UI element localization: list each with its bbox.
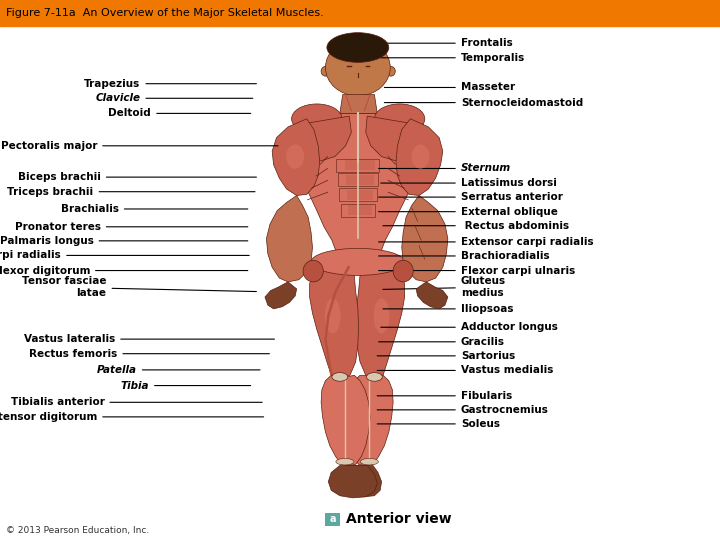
Text: Anterior view: Anterior view xyxy=(346,512,451,526)
Text: Rectus femoris: Rectus femoris xyxy=(29,349,269,359)
Bar xyxy=(347,190,373,200)
Bar xyxy=(346,175,374,185)
Ellipse shape xyxy=(393,260,413,282)
Polygon shape xyxy=(328,465,377,498)
Polygon shape xyxy=(265,282,297,309)
Polygon shape xyxy=(356,265,405,378)
Text: Pectoralis major: Pectoralis major xyxy=(1,141,278,151)
Ellipse shape xyxy=(374,298,390,333)
Text: Flexor digitorum: Flexor digitorum xyxy=(0,266,248,275)
Text: Trapezius: Trapezius xyxy=(84,79,256,89)
Ellipse shape xyxy=(387,66,395,76)
Bar xyxy=(339,188,377,201)
Text: Serratus anterior: Serratus anterior xyxy=(379,192,562,202)
Ellipse shape xyxy=(303,260,323,282)
Text: Gluteus
medius: Gluteus medius xyxy=(383,276,506,298)
Text: © 2013 Pearson Education, Inc.: © 2013 Pearson Education, Inc. xyxy=(6,525,149,535)
Text: External oblique: External oblique xyxy=(379,207,558,217)
Text: Gastrocnemius: Gastrocnemius xyxy=(377,405,549,415)
Text: Masseter: Masseter xyxy=(384,83,515,92)
Text: Extensor digitorum: Extensor digitorum xyxy=(0,412,264,422)
Ellipse shape xyxy=(366,373,382,381)
Ellipse shape xyxy=(361,458,379,465)
Text: Vastus medialis: Vastus medialis xyxy=(377,366,553,375)
Ellipse shape xyxy=(311,248,405,275)
Text: Sartorius: Sartorius xyxy=(377,351,515,361)
Text: Soleus: Soleus xyxy=(377,419,500,429)
Text: Tibia: Tibia xyxy=(120,381,251,390)
Ellipse shape xyxy=(332,373,348,381)
Ellipse shape xyxy=(374,104,425,134)
Bar xyxy=(336,159,379,172)
Ellipse shape xyxy=(325,39,390,96)
FancyBboxPatch shape xyxy=(325,513,340,526)
Ellipse shape xyxy=(321,66,330,76)
Text: Flexor carpi radialis: Flexor carpi radialis xyxy=(0,251,249,260)
Text: Clavicle: Clavicle xyxy=(95,93,253,103)
Ellipse shape xyxy=(292,104,342,134)
Text: Sternocleidomastoid: Sternocleidomastoid xyxy=(384,98,583,107)
Bar xyxy=(348,205,372,215)
Text: Fibularis: Fibularis xyxy=(377,391,512,401)
Text: Extensor carpi radialis: Extensor carpi radialis xyxy=(379,237,593,247)
Polygon shape xyxy=(321,375,370,465)
Ellipse shape xyxy=(412,145,429,168)
Text: Vastus lateralis: Vastus lateralis xyxy=(24,334,274,344)
Polygon shape xyxy=(266,195,312,282)
Text: Pronator teres: Pronator teres xyxy=(15,222,248,232)
Text: Sternum: Sternum xyxy=(379,164,511,173)
Ellipse shape xyxy=(325,298,341,333)
Polygon shape xyxy=(298,116,351,162)
Polygon shape xyxy=(396,119,443,195)
Polygon shape xyxy=(344,375,393,465)
Text: Gracilis: Gracilis xyxy=(379,337,505,347)
Text: Figure 7-11a  An Overview of the Major Skeletal Muscles.: Figure 7-11a An Overview of the Major Sk… xyxy=(6,8,323,18)
Bar xyxy=(345,160,375,170)
Text: a: a xyxy=(329,515,336,524)
Text: Brachioradialis: Brachioradialis xyxy=(379,251,549,261)
Ellipse shape xyxy=(336,458,354,465)
Polygon shape xyxy=(402,195,448,282)
Text: Tensor fasciae
latae: Tensor fasciae latae xyxy=(22,276,256,298)
Text: Rectus abdominis: Rectus abdominis xyxy=(383,221,569,231)
Text: Latissimus dorsi: Latissimus dorsi xyxy=(381,178,557,188)
Polygon shape xyxy=(292,113,425,265)
Text: Triceps brachii: Triceps brachii xyxy=(7,187,255,197)
Bar xyxy=(341,204,375,217)
Polygon shape xyxy=(272,119,320,195)
Polygon shape xyxy=(310,265,359,378)
Text: Biceps brachii: Biceps brachii xyxy=(18,172,256,182)
Ellipse shape xyxy=(327,32,389,62)
Text: Flexor carpi ulnaris: Flexor carpi ulnaris xyxy=(379,266,575,275)
Polygon shape xyxy=(366,116,419,162)
Text: Adductor longus: Adductor longus xyxy=(381,322,558,332)
Text: Palmaris longus: Palmaris longus xyxy=(0,236,248,246)
Polygon shape xyxy=(416,282,448,309)
Text: Brachialis: Brachialis xyxy=(60,204,248,214)
Text: Patella: Patella xyxy=(96,365,260,375)
Bar xyxy=(338,173,378,186)
Polygon shape xyxy=(340,94,377,113)
Text: Frontalis: Frontalis xyxy=(377,38,513,48)
Bar xyxy=(0,0,720,26)
Text: Iliopsoas: Iliopsoas xyxy=(383,304,513,314)
Text: Tibialis anterior: Tibialis anterior xyxy=(11,397,262,407)
Text: Deltoid: Deltoid xyxy=(109,109,251,118)
Ellipse shape xyxy=(287,145,304,168)
Text: Temporalis: Temporalis xyxy=(381,53,525,63)
Polygon shape xyxy=(338,465,382,497)
